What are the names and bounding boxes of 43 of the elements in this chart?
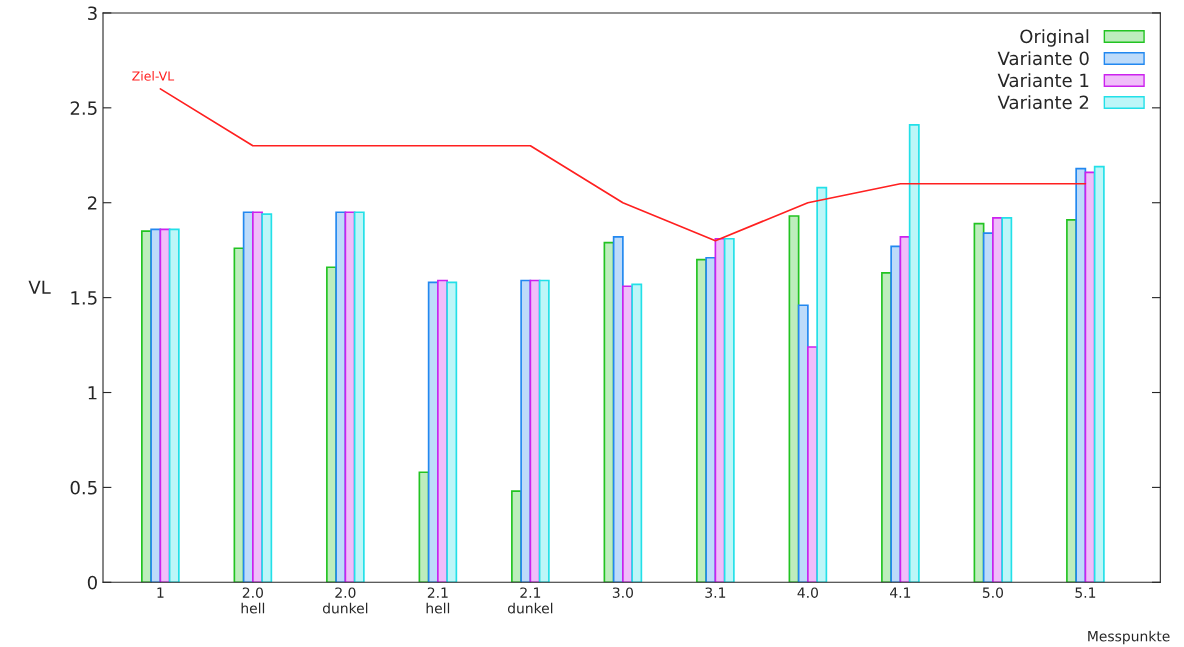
x-tick-label: 4.1 <box>890 587 911 598</box>
x-axis-title: Messpunkte <box>1088 630 1170 645</box>
legend-label: Variante 1 <box>997 73 1089 88</box>
bar <box>168 228 180 583</box>
y-tick-label: 1.5 <box>71 291 97 305</box>
bar <box>335 211 347 583</box>
bar <box>538 279 550 583</box>
y-tick-label: 3 <box>88 6 97 21</box>
legend-label: Original <box>1020 29 1089 47</box>
x-tick-label: 1 <box>157 587 164 598</box>
y-tick-label: 0 <box>87 575 97 590</box>
x-tick-label: 3.1 <box>705 587 726 598</box>
line-series <box>159 88 1087 242</box>
bar <box>520 279 532 583</box>
x-tick-label: 2.0 hell <box>241 587 265 614</box>
x-tick-label: 2.0 dunkel <box>322 587 368 614</box>
y-tick-label: 0.5 <box>70 480 97 495</box>
x-tick-label: 4.0 <box>797 587 818 598</box>
x-tick-label: 2.1 dunkel <box>507 587 553 614</box>
y-tick-label: 1 <box>88 386 97 400</box>
bar <box>631 283 643 583</box>
bar <box>261 213 273 583</box>
y-axis-title: VL <box>28 280 51 294</box>
x-tick-label: 2.1 hell <box>426 587 450 614</box>
bar <box>150 228 162 583</box>
y-tick-label: 2 <box>87 196 97 210</box>
bar <box>353 211 365 583</box>
bar <box>1093 165 1105 583</box>
bar <box>1001 217 1013 583</box>
x-tick-label: 3.0 <box>612 587 633 598</box>
legend-label: Variante 2 <box>997 95 1089 110</box>
bar <box>446 281 458 583</box>
y-tick-label: 2.5 <box>70 101 97 115</box>
series-label: Ziel-VL <box>132 71 175 81</box>
x-tick-label: 5.1 <box>1075 587 1096 598</box>
legend-label: Variante 0 <box>997 51 1089 66</box>
bar <box>1075 167 1087 583</box>
bar <box>705 256 717 583</box>
bar <box>908 124 920 583</box>
bar <box>890 245 902 583</box>
bar <box>816 186 828 583</box>
x-tick-label: 5.0 <box>982 587 1004 598</box>
bar <box>723 237 735 583</box>
